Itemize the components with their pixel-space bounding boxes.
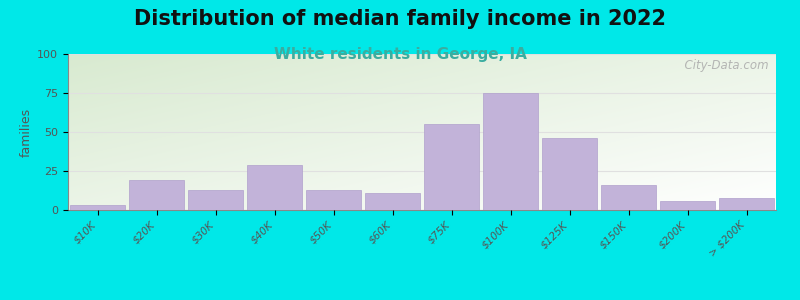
- Bar: [130, 180, 184, 210]
- Y-axis label: families: families: [20, 107, 33, 157]
- Text: Distribution of median family income in 2022: Distribution of median family income in …: [134, 9, 666, 29]
- Bar: [366, 193, 420, 210]
- Bar: [660, 201, 714, 210]
- Text: City-Data.com: City-Data.com: [678, 59, 769, 72]
- Bar: [70, 205, 125, 210]
- Bar: [602, 185, 656, 210]
- Bar: [719, 197, 774, 210]
- Bar: [424, 124, 478, 210]
- Bar: [542, 138, 597, 210]
- Bar: [306, 190, 361, 210]
- Bar: [483, 93, 538, 210]
- Bar: [247, 165, 302, 210]
- Text: White residents in George, IA: White residents in George, IA: [274, 46, 526, 62]
- Bar: [188, 190, 242, 210]
